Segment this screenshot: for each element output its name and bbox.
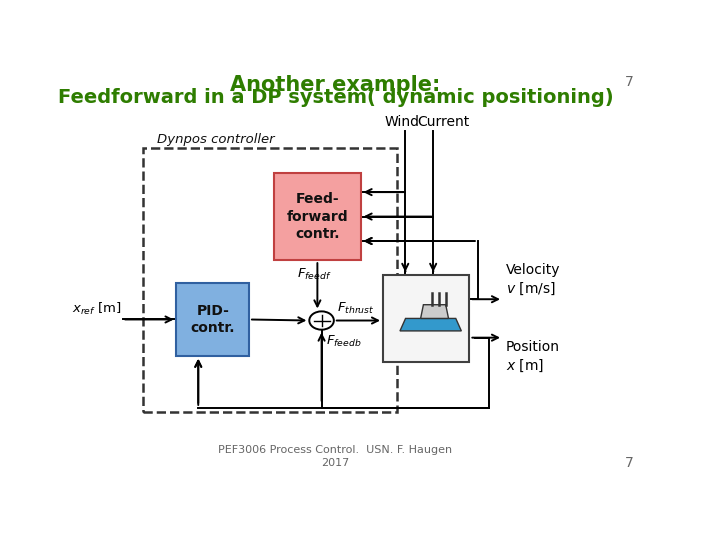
Text: Position
$x$ [m]: Position $x$ [m]: [505, 340, 559, 374]
Bar: [274, 173, 361, 260]
Polygon shape: [400, 319, 462, 331]
Text: $F_{thrust}$: $F_{thrust}$: [337, 301, 374, 316]
Text: Wind: Wind: [385, 115, 420, 129]
Text: $x_{ref}$ [m]: $x_{ref}$ [m]: [72, 301, 122, 318]
Bar: [143, 148, 397, 412]
Text: $F_{feedf}$: $F_{feedf}$: [297, 266, 332, 281]
Text: Another example:: Another example:: [230, 75, 441, 95]
Bar: [383, 275, 469, 362]
Text: 7: 7: [625, 75, 634, 89]
Text: $F_{feedb}$: $F_{feedb}$: [326, 334, 361, 349]
Circle shape: [310, 312, 334, 329]
Text: PID-
contr.: PID- contr.: [191, 303, 235, 335]
Text: Current: Current: [417, 115, 469, 129]
Bar: [176, 283, 249, 356]
Text: 7: 7: [625, 456, 634, 470]
Text: Feedforward in a DP system( dynamic positioning): Feedforward in a DP system( dynamic posi…: [58, 87, 613, 107]
Text: Dynpos controller: Dynpos controller: [157, 133, 274, 146]
Text: Velocity
$v$ [m/s]: Velocity $v$ [m/s]: [505, 263, 560, 297]
Polygon shape: [420, 305, 449, 319]
Text: Feed-
forward
contr.: Feed- forward contr.: [287, 192, 348, 241]
Text: PEF3006 Process Control.  USN. F. Haugen
2017: PEF3006 Process Control. USN. F. Haugen …: [218, 445, 453, 468]
